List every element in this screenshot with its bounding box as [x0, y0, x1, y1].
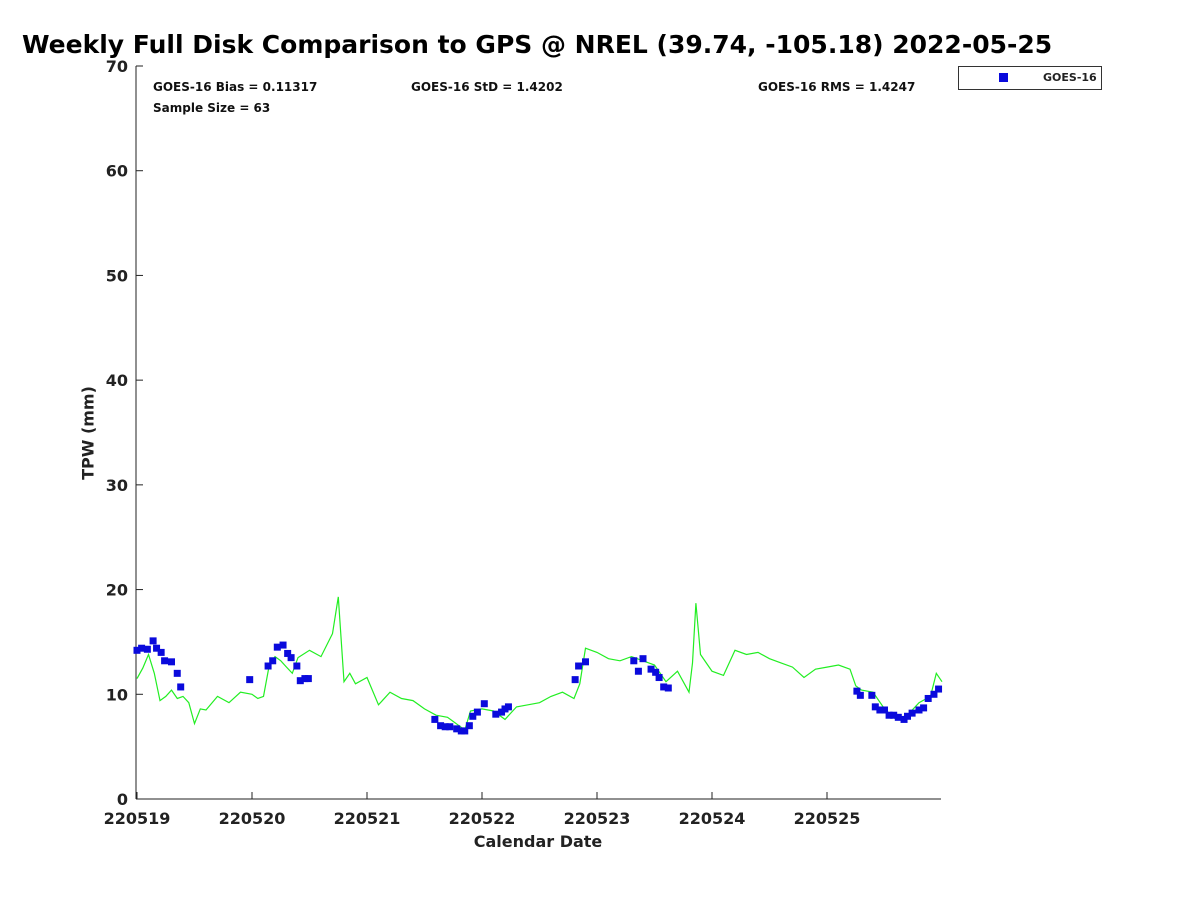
- x-tick-label: 220521: [334, 809, 401, 828]
- goes-point: [935, 685, 943, 693]
- goes-point: [881, 706, 888, 714]
- std-stat: GOES-16 StD = 1.4202: [411, 80, 563, 94]
- y-tick-label: 0: [117, 790, 128, 809]
- y-tick-label: 50: [106, 266, 128, 285]
- goes-point: [876, 706, 884, 714]
- goes-point: [465, 722, 473, 730]
- x-tick-label: 220525: [794, 809, 861, 828]
- goes-point: [890, 711, 898, 719]
- chart-title: Weekly Full Disk Comparison to GPS @ NRE…: [22, 30, 1053, 59]
- goes-point: [856, 691, 864, 699]
- goes-point: [582, 658, 589, 666]
- y-tick-label: 40: [106, 371, 128, 390]
- y-tick-label: 30: [106, 476, 128, 495]
- goes-point: [446, 723, 454, 731]
- legend-label-goes: GOES-16: [1043, 71, 1097, 84]
- goes-point: [639, 655, 647, 663]
- gps-series: [136, 596, 943, 731]
- goes-point: [908, 709, 916, 717]
- goes-point: [634, 667, 642, 675]
- goes-point: [473, 708, 481, 716]
- sample-size-stat: Sample Size = 63: [153, 101, 271, 115]
- goes-point: [630, 657, 638, 665]
- goes-point: [133, 646, 141, 654]
- y-tick-label: 10: [106, 685, 128, 704]
- goes-point: [924, 694, 932, 702]
- goes-point: [492, 710, 500, 718]
- y-axis-label: TPW (mm): [78, 386, 98, 480]
- x-tick-label: 220523: [564, 809, 631, 828]
- goes-series: [133, 637, 943, 735]
- y-tick-label: 70: [106, 57, 128, 76]
- x-tick-label: 220519: [104, 809, 171, 828]
- goes-point: [143, 645, 151, 653]
- goes-point: [153, 644, 161, 652]
- goes-point: [894, 713, 902, 721]
- goes-point: [177, 683, 185, 691]
- goes-point: [284, 649, 292, 657]
- goes-point: [904, 712, 911, 720]
- x-tick-label: 220524: [679, 809, 746, 828]
- goes-point: [853, 687, 861, 695]
- goes-point: [461, 727, 469, 735]
- goes-point: [868, 691, 876, 699]
- goes-point: [660, 683, 668, 691]
- goes-point: [915, 706, 923, 714]
- goes-point: [437, 722, 445, 730]
- bias-stat: GOES-16 Bias = 0.11317: [153, 80, 318, 94]
- goes-point: [287, 654, 295, 662]
- legend: GOES-16: [958, 66, 1102, 90]
- goes-point: [431, 715, 439, 723]
- goes-point: [930, 690, 938, 698]
- goes-point: [296, 677, 304, 685]
- goes-point: [173, 669, 181, 677]
- goes-point: [304, 675, 312, 683]
- gps-line: [136, 596, 943, 731]
- goes-point: [293, 662, 301, 670]
- goes-point: [480, 700, 488, 708]
- x-axis-label: Calendar Date: [473, 832, 603, 851]
- goes-point: [871, 703, 879, 711]
- legend-marker-goes: [999, 73, 1008, 82]
- goes-point: [664, 684, 672, 692]
- x-tick-label: 220522: [449, 809, 516, 828]
- goes-point: [269, 657, 277, 665]
- y-tick-label: 20: [106, 581, 128, 600]
- goes-point: [504, 703, 512, 711]
- x-tick-label: 220520: [219, 809, 286, 828]
- goes-point: [273, 643, 281, 651]
- goes-point: [138, 644, 146, 652]
- axes-group: 0 10 20 30 40 50 60 70 220519 220520 220521 220522 2…: [104, 57, 941, 828]
- goes-point: [246, 676, 254, 684]
- goes-point: [885, 711, 893, 719]
- goes-point: [161, 657, 169, 665]
- goes-point: [575, 662, 583, 670]
- goes-point: [469, 712, 477, 720]
- y-tick-label: 60: [106, 162, 128, 181]
- goes-point: [647, 665, 655, 673]
- goes-point: [149, 637, 157, 645]
- goes-point: [571, 676, 579, 684]
- goes-point: [453, 725, 461, 733]
- goes-point: [441, 723, 449, 731]
- rms-stat: GOES-16 RMS = 1.4247: [758, 80, 916, 94]
- goes-point: [264, 662, 272, 670]
- goes-point: [157, 648, 165, 656]
- goes-point: [168, 658, 175, 666]
- goes-point: [920, 704, 928, 712]
- goes-point: [652, 668, 660, 676]
- goes-point: [655, 674, 663, 682]
- goes-point: [279, 641, 287, 649]
